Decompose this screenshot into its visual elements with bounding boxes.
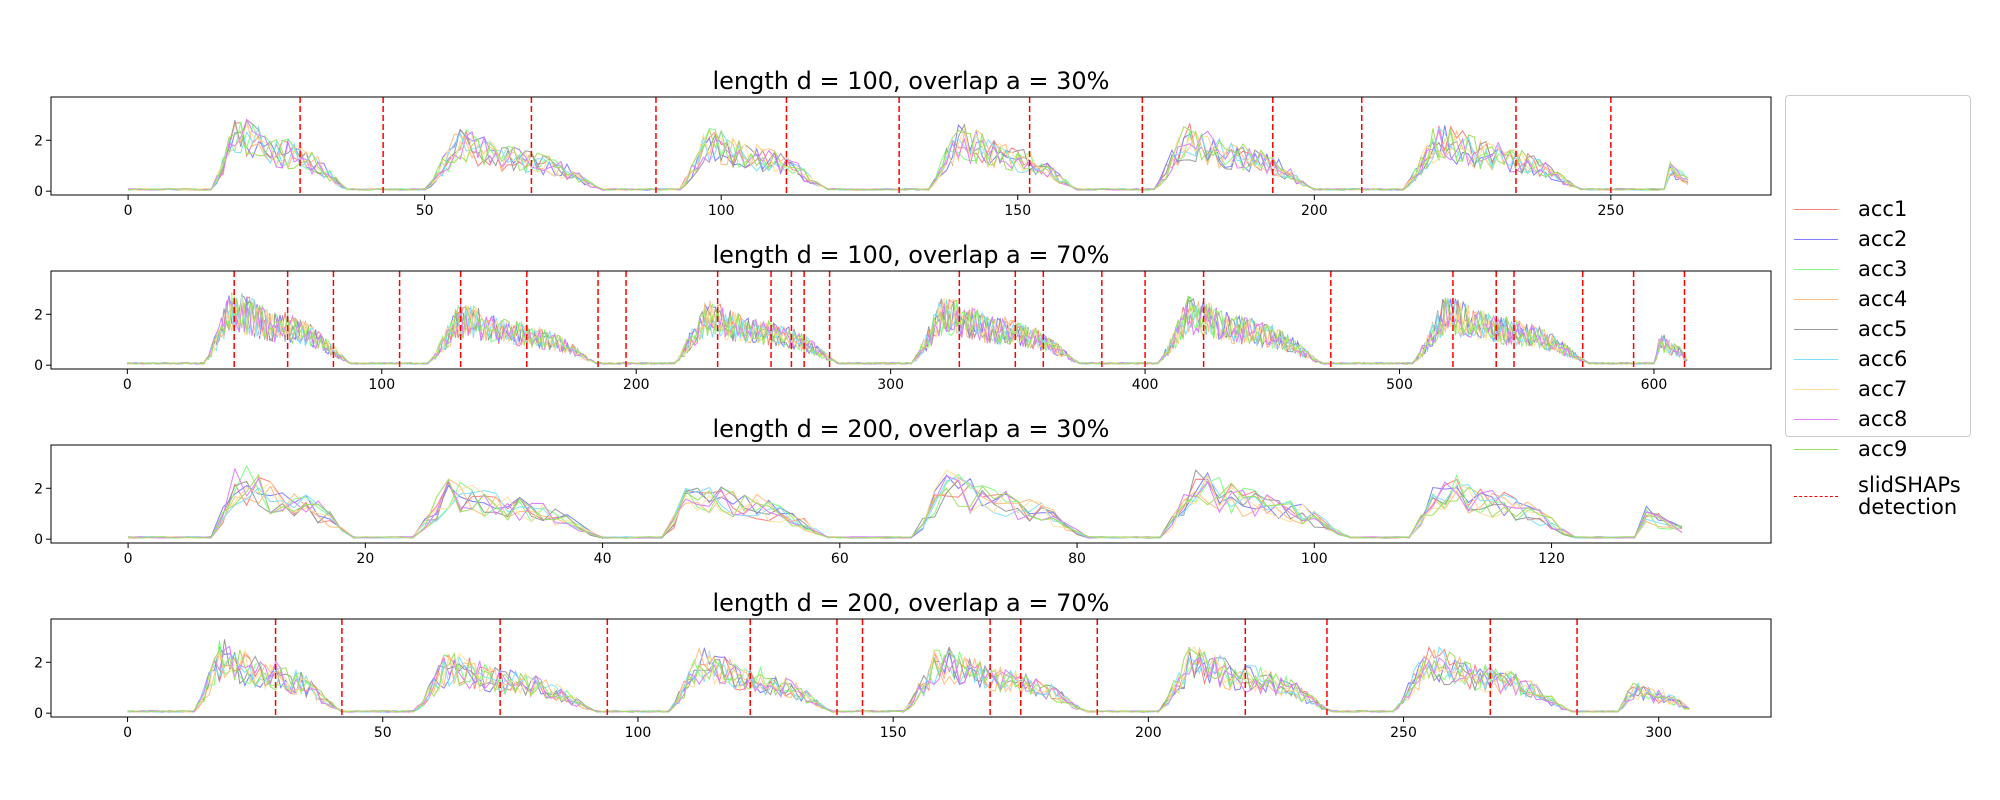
legend-entry-acc4: acc4 [1794,284,1907,314]
subplot-title: length d = 100, overlap a = 70% [713,241,1110,269]
legend: acc1 acc2 acc3 acc4 acc5 acc6 acc7 acc8 … [1785,95,1971,518]
series-line-acc5 [128,469,1683,539]
x-tick-label: 0 [124,203,133,219]
x-tick-label: 250 [1390,725,1417,741]
axes-frame [50,444,1772,544]
subplot-2: length d = 100, overlap a = 70% 0 100 200 30… [34,241,1772,393]
subplot-title: length d = 200, overlap a = 70% [713,589,1110,617]
x-tick-label: 150 [880,725,907,741]
x-tick-label: 200 [1135,725,1162,741]
x-tick-label: 80 [1068,551,1086,567]
series-line-acc9 [127,647,1690,713]
x-tick-label: 100 [708,203,735,219]
legend-entry-acc1: acc1 [1794,194,1907,224]
x-tick-label: 50 [374,725,392,741]
legend-swatch [1794,268,1838,270]
legend-swatch-dashed [1794,496,1838,497]
x-tick-label: 200 [1301,203,1328,219]
series-line-acc7 [128,469,1683,539]
x-tick-label: 120 [1538,551,1565,567]
subplot-1: length d = 100, overlap a = 30% 0 50 100 150… [34,67,1772,219]
series-line-acc6 [128,125,1689,191]
legend-entry-acc3: acc3 [1794,254,1907,284]
legend-label: acc1 [1858,197,1908,221]
y-tick-label: 2 [34,133,43,149]
x-tick-label: 0 [123,377,132,393]
x-tick-label: 600 [1641,377,1668,393]
series-line-acc8 [128,118,1689,191]
legend-label: acc3 [1858,257,1908,281]
x-tick-label: 300 [877,377,904,393]
legend-entry-acc8: acc8 [1794,404,1907,434]
legend-label: acc6 [1858,347,1908,371]
legend-entry-acc5: acc5 [1794,314,1907,344]
subplot-3: length d = 200, overlap a = 30%0 20 40 60 80… [34,415,1772,567]
legend-entry-acc2: acc2 [1794,224,1907,254]
legend-swatch [1794,448,1838,450]
legend-swatch [1794,208,1838,210]
x-tick-label: 100 [625,725,652,741]
legend-swatch [1794,238,1838,240]
legend-label: acc2 [1858,227,1908,251]
legend-label: acc4 [1858,287,1908,311]
series-line-acc2 [128,123,1689,191]
x-tick-label: 60 [831,551,849,567]
legend-swatch [1794,328,1838,330]
series-line-acc9 [128,125,1689,191]
subplot-title: length d = 100, overlap a = 30% [713,67,1110,95]
y-tick-label: 0 [34,184,43,200]
plot-area [127,619,1690,717]
x-tick-label: 20 [356,551,374,567]
plot-area [128,97,1689,195]
x-tick-label: 500 [1386,377,1413,393]
legend-swatch [1794,358,1838,360]
legend-label: acc5 [1858,317,1908,341]
series-line-acc3 [128,464,1683,539]
x-tick-label: 250 [1597,203,1624,219]
series-line-acc2 [128,471,1683,539]
legend-label-detection: slidSHAPs detection [1858,474,1961,518]
axes-frame [50,270,1772,370]
legend-entry-acc9: acc9 [1794,434,1907,464]
x-tick-label: 0 [123,725,132,741]
legend-label: acc7 [1858,377,1908,401]
series-line-acc9 [127,295,1688,365]
series-line-acc7 [128,124,1689,191]
legend-label: acc8 [1858,407,1908,431]
legend-entry-detection: slidSHAPs detection [1794,474,1961,520]
legend-label: acc9 [1858,437,1908,461]
legend-entry-acc7: acc7 [1794,374,1907,404]
x-tick-label: 400 [1132,377,1159,393]
x-tick-label: 150 [1004,203,1031,219]
legend-swatch [1794,388,1838,390]
y-tick-label: 2 [34,307,43,323]
legend-entry-acc6: acc6 [1794,344,1907,374]
x-tick-label: 100 [1301,551,1328,567]
x-tick-label: 200 [623,377,650,393]
legend-swatch [1794,298,1838,300]
series-line-acc4 [128,477,1683,539]
y-tick-label: 2 [34,655,43,671]
legend-label-line: slidSHAPs [1858,473,1961,497]
x-tick-label: 40 [594,551,612,567]
y-tick-label: 0 [34,358,43,374]
x-tick-label: 0 [124,551,133,567]
series-line-acc1 [128,121,1689,191]
x-tick-label: 300 [1645,725,1672,741]
axes-frame [50,618,1772,718]
axes-frame [50,96,1772,196]
plot-area [128,464,1683,539]
x-tick-label: 100 [368,377,395,393]
y-tick-label: 0 [34,706,43,722]
legend-swatch [1794,418,1838,420]
x-tick-label: 50 [416,203,434,219]
legend-label-line: detection [1858,495,1958,519]
subplot-title: length d = 200, overlap a = 30% [713,415,1110,443]
series-line-acc9 [128,473,1683,539]
y-tick-label: 0 [34,532,43,548]
subplot-4: length d = 200, overlap a = 70% 0 50 100 150… [34,589,1772,741]
y-tick-label: 2 [34,481,43,497]
plot-area [127,271,1688,369]
